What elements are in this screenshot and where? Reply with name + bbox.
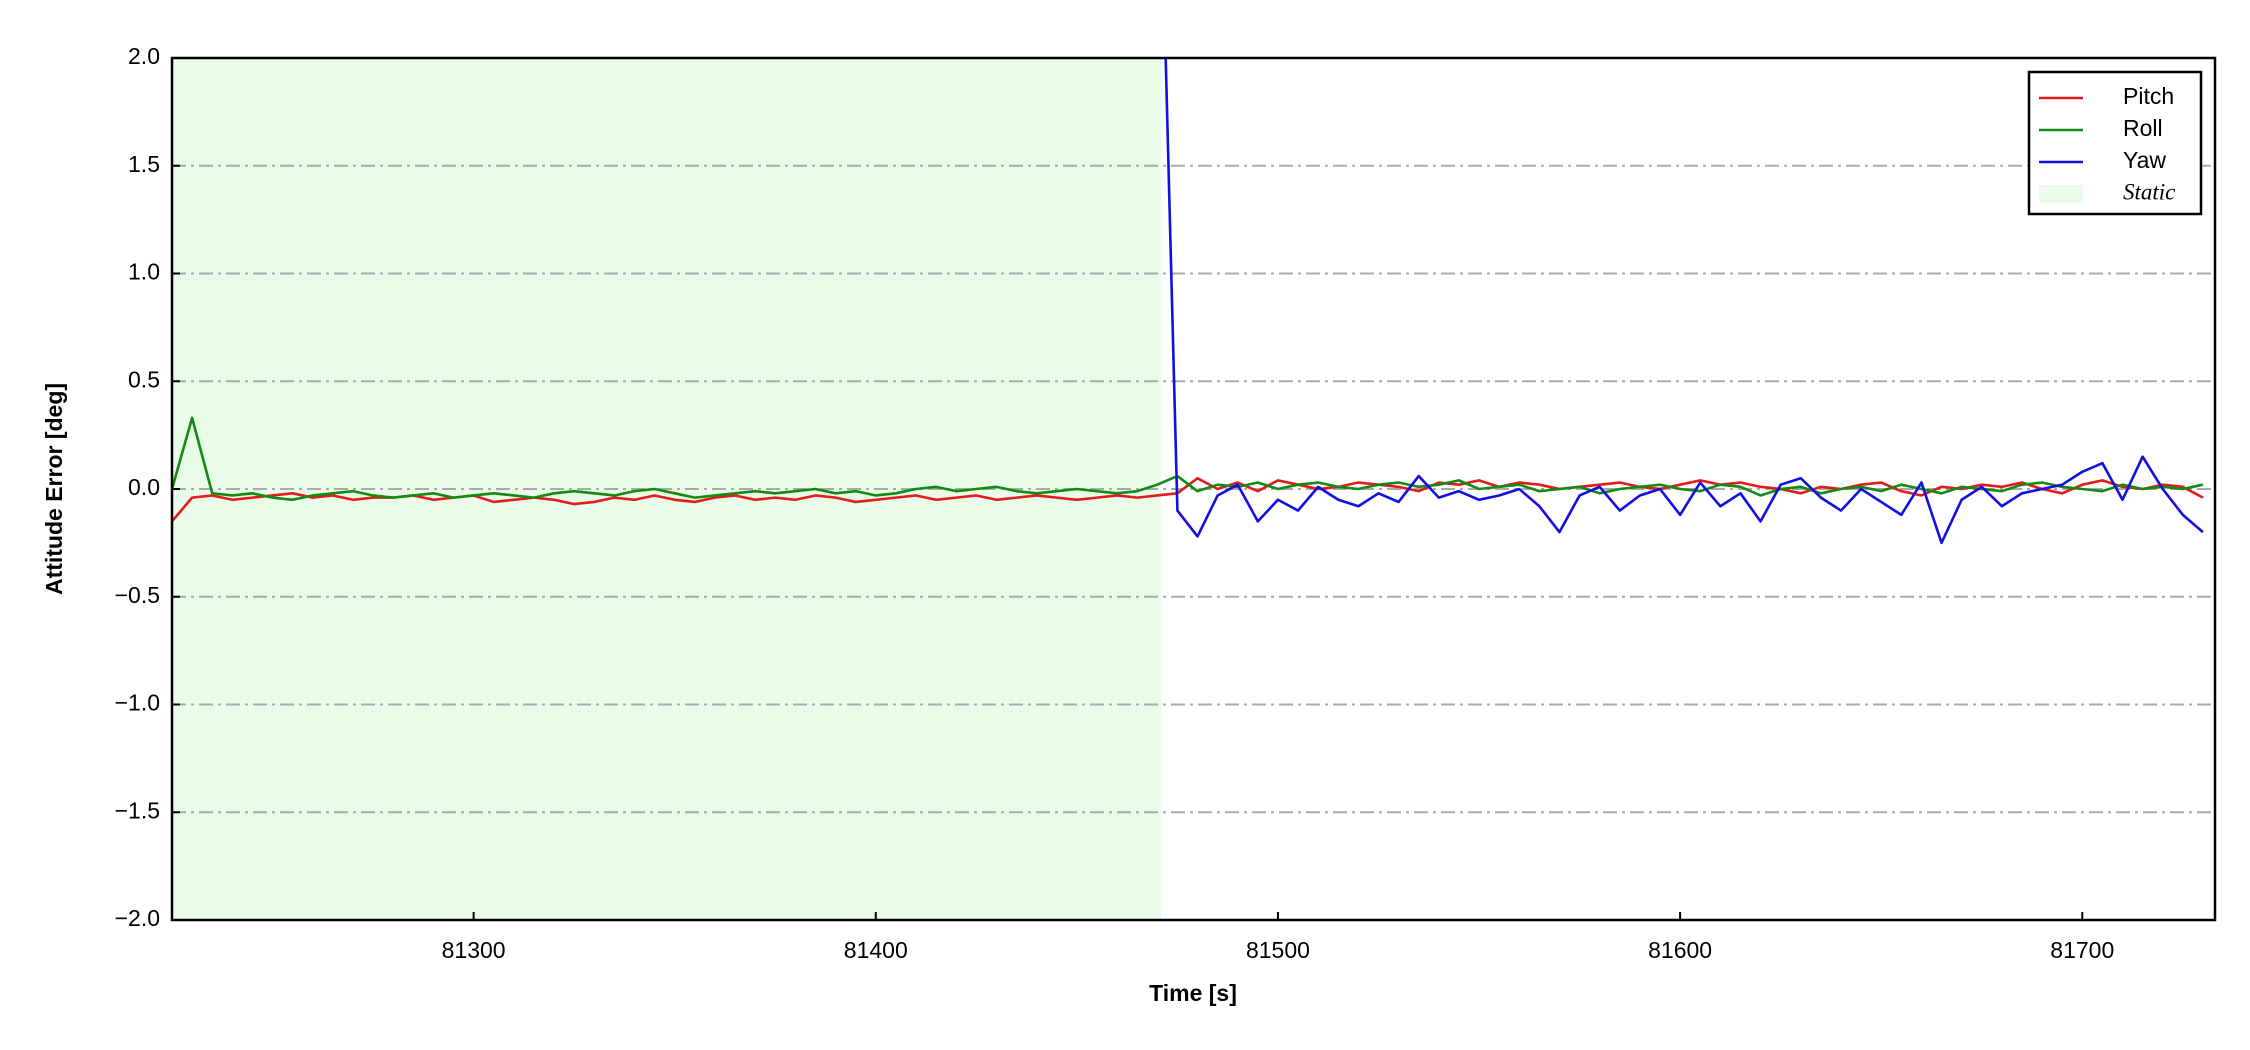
axes: −2.0 −1.5 −1.0 −0.5 0.0 0.5 1.0 1.5 2.0 81300 8140…	[115, 43, 2217, 963]
legend: Pitch Roll Yaw Static	[2027, 70, 2203, 216]
x-tick-label: 81300	[442, 937, 506, 963]
legend-label: Static	[2123, 179, 2175, 204]
y-tick-label: 2.0	[128, 43, 160, 69]
x-tick-label: 81400	[844, 937, 908, 963]
y-tick-label: −1.0	[115, 690, 160, 716]
y-tick-label: −2.0	[115, 905, 160, 931]
y-axis-label: Attitude Error [deg]	[41, 383, 67, 595]
legend-label: Yaw	[2123, 147, 2166, 173]
legend-label: Roll	[2123, 115, 2163, 141]
y-tick-label: −0.5	[115, 582, 160, 608]
legend-swatch	[2039, 185, 2083, 203]
series-line	[1164, 58, 2204, 545]
y-tick-label: 0.5	[128, 366, 160, 392]
plot-area	[172, 58, 2215, 920]
y-tick-label: 1.5	[128, 151, 160, 177]
series-line	[172, 476, 2204, 523]
x-axis-label: Time [s]	[1149, 980, 1237, 1006]
y-tick-label: 0.0	[128, 474, 160, 500]
legend-label: Pitch	[2123, 83, 2174, 109]
x-tick-label: 81600	[1648, 937, 1712, 963]
y-tick-label: −1.5	[115, 797, 160, 823]
plot-frame	[170, 56, 2217, 922]
series-line	[172, 416, 2204, 502]
y-tick-label: 1.0	[128, 259, 160, 285]
x-tick-label: 81500	[1246, 937, 1310, 963]
x-tick-label: 81700	[2050, 937, 2114, 963]
